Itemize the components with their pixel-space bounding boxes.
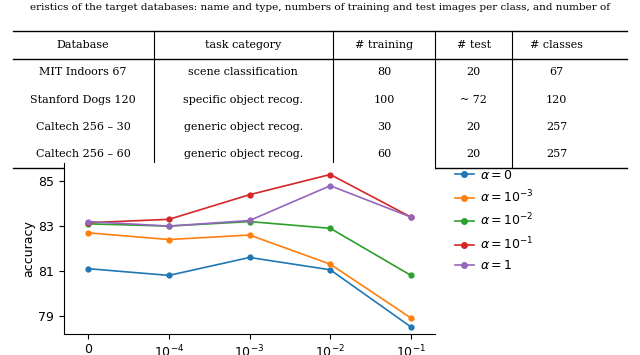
Text: 257: 257 [546, 122, 568, 132]
Text: 20: 20 [467, 67, 481, 77]
Text: Stanford Dogs 120: Stanford Dogs 120 [30, 94, 136, 105]
Text: generic object recog.: generic object recog. [184, 122, 303, 132]
Text: MIT Indoors 67: MIT Indoors 67 [40, 67, 127, 77]
Text: Database: Database [57, 40, 109, 50]
Text: 100: 100 [373, 94, 395, 105]
Text: 257: 257 [546, 149, 568, 159]
Text: eristics of the target databases: name and type, numbers of training and test im: eristics of the target databases: name a… [30, 3, 610, 12]
Text: # training: # training [355, 40, 413, 50]
Text: specific object recog.: specific object recog. [183, 94, 303, 105]
Text: Caltech 256 – 30: Caltech 256 – 30 [36, 122, 131, 132]
Text: 20: 20 [467, 149, 481, 159]
Text: # test: # test [456, 40, 491, 50]
Text: 60: 60 [377, 149, 391, 159]
Text: 120: 120 [546, 94, 568, 105]
Text: # classes: # classes [531, 40, 583, 50]
Text: task category: task category [205, 40, 282, 50]
Text: scene classification: scene classification [188, 67, 298, 77]
Text: Caltech 256 – 60: Caltech 256 – 60 [36, 149, 131, 159]
Text: 20: 20 [467, 122, 481, 132]
Text: 80: 80 [377, 67, 391, 77]
Legend: $\alpha = 0$, $\alpha = 10^{-3}$, $\alpha = 10^{-2}$, $\alpha = 10^{-1}$, $\alph: $\alpha = 0$, $\alpha = 10^{-3}$, $\alph… [452, 166, 536, 274]
Text: ~ 72: ~ 72 [460, 94, 487, 105]
Text: 67: 67 [550, 67, 564, 77]
Text: generic object recog.: generic object recog. [184, 149, 303, 159]
Text: 30: 30 [377, 122, 391, 132]
Y-axis label: accuracy: accuracy [22, 220, 35, 277]
